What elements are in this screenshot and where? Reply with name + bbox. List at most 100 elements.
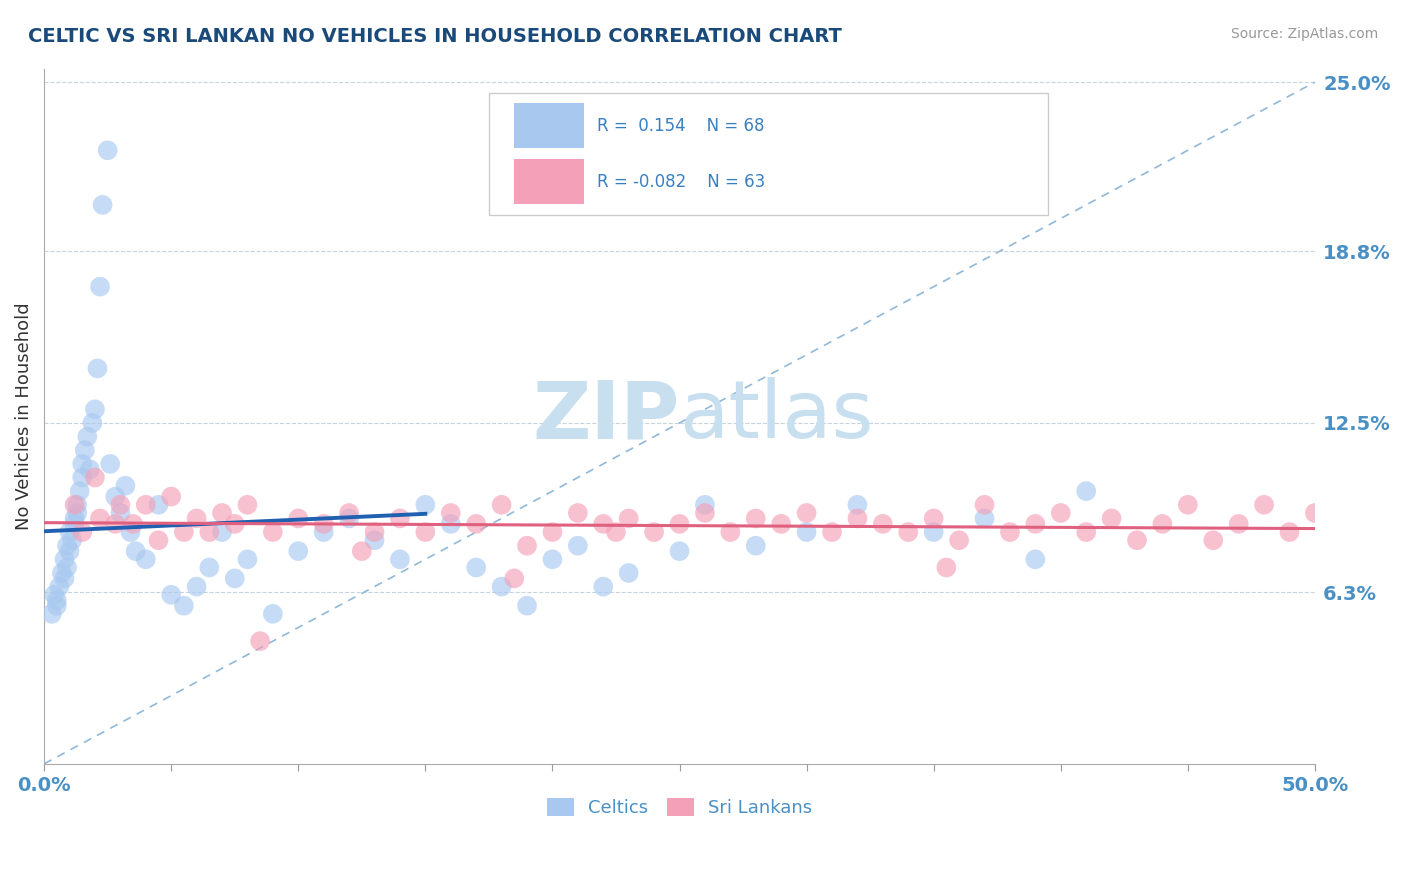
Point [110, 506, 132, 520]
Point [236, 498, 259, 512]
Point [76, 429, 98, 443]
Point [1303, 506, 1326, 520]
Point [70, 470, 93, 484]
Point [821, 524, 844, 539]
Point [198, 524, 221, 539]
Point [287, 544, 309, 558]
Point [668, 516, 690, 531]
Point [592, 580, 614, 594]
Point [104, 516, 127, 531]
Point [97, 144, 120, 158]
Point [104, 490, 127, 504]
Point [58, 544, 80, 558]
Point [541, 524, 564, 539]
Point [617, 511, 640, 525]
Point [605, 524, 627, 539]
Point [491, 580, 513, 594]
Point [44, 588, 66, 602]
Point [160, 490, 183, 504]
Point [66, 506, 89, 520]
Point [973, 511, 995, 525]
Point [592, 516, 614, 531]
Point [63, 516, 86, 531]
Point [1202, 533, 1225, 548]
Point [1024, 516, 1046, 531]
Point [668, 544, 690, 558]
Point [922, 511, 945, 525]
Point [186, 511, 208, 525]
Point [745, 511, 768, 525]
FancyBboxPatch shape [515, 103, 585, 148]
Point [53, 552, 76, 566]
Point [796, 524, 818, 539]
Point [465, 516, 488, 531]
Point [53, 571, 76, 585]
Point [643, 524, 665, 539]
Point [846, 511, 869, 525]
Point [48, 580, 70, 594]
Point [122, 516, 145, 531]
Point [1177, 498, 1199, 512]
Point [79, 462, 101, 476]
Point [363, 533, 385, 548]
Point [796, 506, 818, 520]
Point [1152, 516, 1174, 531]
FancyBboxPatch shape [515, 159, 585, 204]
Point [745, 539, 768, 553]
Point [224, 571, 246, 585]
Point [120, 524, 142, 539]
Point [287, 511, 309, 525]
FancyBboxPatch shape [489, 93, 1047, 215]
Point [718, 524, 741, 539]
Point [1126, 533, 1149, 548]
Point [770, 516, 793, 531]
Point [363, 524, 385, 539]
Point [60, 533, 83, 548]
Point [617, 566, 640, 580]
Point [58, 524, 80, 539]
Point [516, 539, 538, 553]
Point [897, 524, 920, 539]
Point [114, 479, 136, 493]
Point [56, 560, 79, 574]
Point [224, 516, 246, 531]
Point [440, 506, 463, 520]
Point [415, 524, 437, 539]
Point [66, 498, 89, 512]
Point [70, 524, 93, 539]
Point [312, 524, 335, 539]
Point [935, 560, 957, 574]
Point [70, 457, 93, 471]
Point [73, 443, 96, 458]
Point [45, 593, 67, 607]
Point [491, 498, 513, 512]
Point [160, 588, 183, 602]
Point [465, 560, 488, 574]
Point [693, 506, 716, 520]
Point [1049, 506, 1071, 520]
Point [41, 607, 63, 621]
Point [173, 599, 195, 613]
Y-axis label: No Vehicles in Household: No Vehicles in Household [15, 302, 32, 530]
Point [846, 498, 869, 512]
Point [82, 416, 104, 430]
Point [89, 511, 111, 525]
Point [198, 560, 221, 574]
Point [236, 552, 259, 566]
Point [69, 484, 91, 499]
Text: Source: ZipAtlas.com: Source: ZipAtlas.com [1230, 27, 1378, 41]
Point [110, 498, 132, 512]
Point [135, 498, 157, 512]
Point [63, 511, 86, 525]
Point [922, 524, 945, 539]
Point [51, 566, 73, 580]
Point [948, 533, 970, 548]
Point [1076, 484, 1098, 499]
Point [388, 511, 411, 525]
Point [567, 539, 589, 553]
Point [148, 533, 170, 548]
Point [503, 571, 526, 585]
Point [1101, 511, 1123, 525]
Legend: Celtics, Sri Lankans: Celtics, Sri Lankans [540, 790, 820, 824]
Point [84, 470, 107, 484]
